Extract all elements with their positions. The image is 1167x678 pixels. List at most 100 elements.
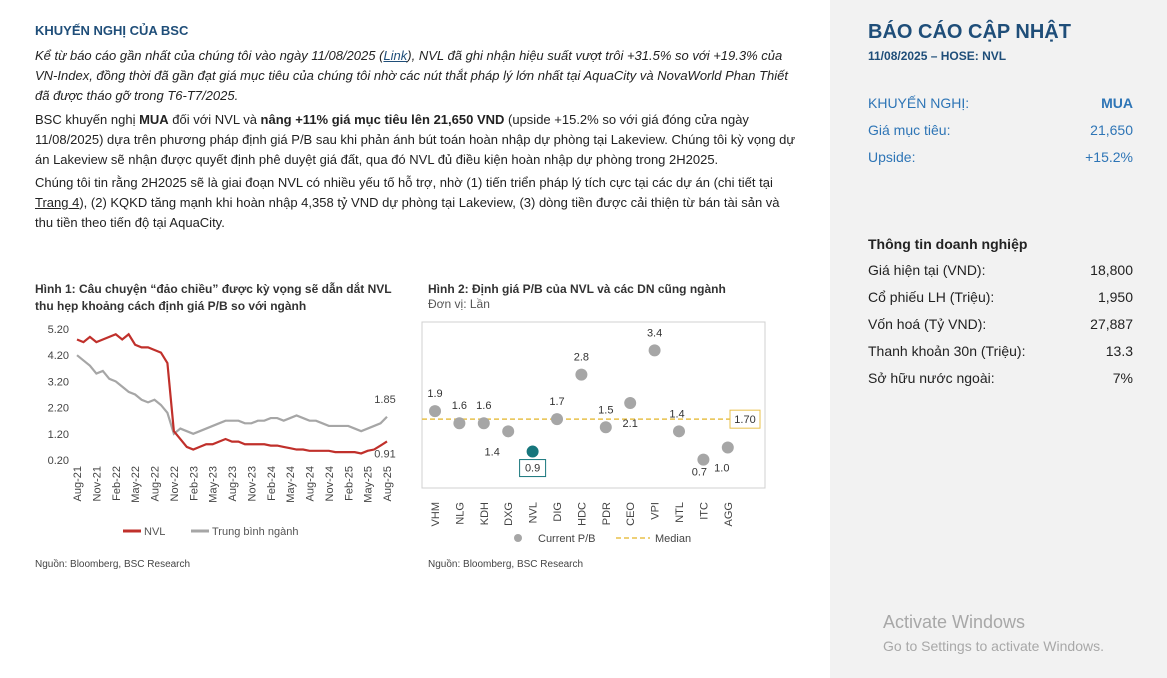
value-label: 1.4 <box>485 446 500 458</box>
watermark: Go to Settings to activate Windows. <box>883 638 1104 654</box>
y-tick-label: 4.20 <box>48 350 69 362</box>
x-tick-label: PDR <box>601 502 613 525</box>
label-box <box>519 459 547 478</box>
value-label: 1.9 <box>427 388 442 400</box>
x-tick-label: Aug-23 <box>227 466 239 501</box>
chart-title: Hình 1: Câu chuyện “đảo chiều” được kỳ v… <box>35 282 392 313</box>
row-label: Giá hiện tại (VND): <box>868 262 986 278</box>
sidebar-title: BÁO CÁO CẬP NHẬT <box>868 21 1071 43</box>
x-tick-label: DXG <box>503 502 515 526</box>
row-value: 27,887 <box>1090 316 1133 332</box>
text: Kể từ báo cáo gần nhất của chúng tôi vào… <box>35 48 384 63</box>
end-label: 1.85 <box>374 394 395 406</box>
x-tick-label: May-22 <box>130 466 142 503</box>
row-value: 1,950 <box>1097 289 1133 305</box>
value-label: 1.4 <box>669 408 684 420</box>
x-tick-label: VHM <box>430 502 442 526</box>
x-tick-label: CEO <box>625 502 637 526</box>
row: Sở hữu nước ngoài: 7% <box>868 370 1133 386</box>
row-value: +15.2% <box>1085 149 1133 165</box>
y-tick-label: 5.20 <box>48 324 69 336</box>
dot <box>624 396 637 409</box>
x-tick-label: VPI <box>650 502 662 520</box>
dot <box>599 421 612 434</box>
plot-frame <box>421 321 766 489</box>
x-tick-label: Nov-21 <box>91 466 103 501</box>
x-tick-label: May-23 <box>208 466 220 503</box>
median-label: 1.70 <box>734 414 755 426</box>
chart: 1.70 1.9 VHM 1.6 NLG 1.6 KDH 1.4 DXG 0.9 NVL 1.7 DIG… <box>421 321 766 545</box>
link[interactable]: Link <box>383 48 408 63</box>
x-tick-label: Feb-22 <box>111 466 123 501</box>
row-value: 7% <box>1112 370 1133 386</box>
row-label: Vốn hoá (Tỷ VND): <box>868 316 987 332</box>
dot <box>648 344 661 357</box>
row: Cổ phiếu LH (Triệu): 1,950 <box>868 289 1133 305</box>
value-label: 1.5 <box>598 404 613 416</box>
dot <box>429 405 441 418</box>
dot <box>697 453 710 466</box>
row-value: 13.3 <box>1105 343 1133 359</box>
paragraph: Kể từ báo cáo gần nhất của chúng tôi vào… <box>35 46 800 106</box>
row-value: 21,650 <box>1090 122 1133 138</box>
watermark: Activate Windows <box>883 612 1026 632</box>
row: Upside: +15.2% <box>868 149 1133 165</box>
legend-label: Trung bình ngành <box>212 526 298 538</box>
legend-label: NVL <box>144 526 165 538</box>
x-tick-label: NVL <box>528 502 540 523</box>
value-label: 1.6 <box>476 400 491 412</box>
x-tick-label: Nov-24 <box>324 466 336 501</box>
row-label: Sở hữu nước ngoài: <box>868 370 995 386</box>
row-label: KHUYẾN NGHỊ: <box>868 95 970 111</box>
x-tick-label: HDC <box>576 502 588 526</box>
row-value: MUA <box>1101 95 1133 111</box>
end-label: 0.91 <box>374 448 395 460</box>
x-tick-label: Nov-23 <box>246 466 258 501</box>
chart: 0.20 1.20 2.20 3.20 4.20 5.20 Aug-21 Nov-21 Feb-… <box>48 324 396 538</box>
x-tick-label: Feb-24 <box>266 466 278 501</box>
sidebar: BÁO CÁO CẬP NHẬT 11/08/2025 – HOSE: NVL … <box>830 0 1167 678</box>
x-tick-label: Aug-25 <box>382 466 394 501</box>
x-tick-label: Aug-24 <box>305 466 317 501</box>
row-label: Cổ phiếu LH (Triệu): <box>868 289 995 305</box>
x-tick-label: NTL <box>674 502 686 523</box>
sidebar-subtitle: 11/08/2025 – HOSE: NVL <box>868 49 1007 63</box>
dot <box>575 368 588 381</box>
paragraph: BSC khuyến nghị MUA đối với NVL và nâng … <box>35 110 800 170</box>
dot <box>502 425 515 438</box>
row-label: Giá mục tiêu: <box>868 122 951 138</box>
value-label: 1.0 <box>714 463 729 475</box>
row-value: 18,800 <box>1090 262 1133 278</box>
row-label: Upside: <box>868 149 916 165</box>
y-tick-label: 0.20 <box>48 455 69 467</box>
section-header: KHUYẾN NGHỊ CỦA BSC <box>35 23 189 38</box>
text: Chúng tôi tin rằng 2H2025 sẽ là giai đoạ… <box>35 175 773 190</box>
x-tick-label: DIG <box>552 502 564 522</box>
dot <box>673 425 685 438</box>
x-tick-label: Feb-25 <box>343 466 355 501</box>
value-label: 1.7 <box>549 396 564 408</box>
series-line <box>76 332 388 455</box>
text: nâng +11% giá mục tiêu lên 21,650 VND <box>260 112 505 127</box>
dot <box>453 417 466 430</box>
row: Giá hiện tại (VND): 18,800 <box>868 262 1133 278</box>
text: ), NVL đã ghi nhận hiệu suất vượt trôi +… <box>35 48 788 103</box>
y-tick-label: 3.20 <box>48 376 69 388</box>
value-label: 0.9 <box>525 463 540 475</box>
row: Vốn hoá (Tỷ VND): 27,887 <box>868 316 1133 332</box>
value-label: 0.7 <box>692 467 707 479</box>
x-tick-label: KDH <box>479 502 491 525</box>
text: (upside +15.2% so với giá đóng cửa ngày … <box>35 112 796 167</box>
text: MUA <box>139 112 169 127</box>
x-tick-label: May-25 <box>363 466 375 503</box>
source-note: Nguồn: Bloomberg, BSC Research <box>35 559 191 570</box>
value-label: 1.6 <box>452 400 467 412</box>
link[interactable]: Trang 4 <box>35 195 80 210</box>
text: BSC khuyến nghị <box>35 112 140 127</box>
dot <box>551 413 563 426</box>
median-box <box>729 409 761 429</box>
x-tick-label: Feb-23 <box>188 466 200 501</box>
dot <box>526 445 539 458</box>
x-tick-label: AGG <box>723 502 735 526</box>
chart-subtitle: Đơn vị: Lần <box>428 297 490 311</box>
